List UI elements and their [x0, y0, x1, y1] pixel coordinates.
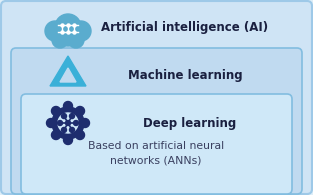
Text: Artificial intelligence (AI): Artificial intelligence (AI) — [101, 20, 269, 34]
Text: Based on artificial neural
networks (ANNs): Based on artificial neural networks (ANN… — [88, 141, 224, 165]
Circle shape — [57, 24, 79, 46]
Circle shape — [64, 136, 73, 144]
Circle shape — [58, 113, 78, 133]
Circle shape — [51, 130, 60, 139]
Circle shape — [71, 21, 91, 41]
Circle shape — [58, 121, 63, 126]
FancyBboxPatch shape — [11, 48, 302, 194]
Circle shape — [75, 106, 85, 115]
Circle shape — [64, 102, 73, 111]
FancyBboxPatch shape — [21, 94, 292, 194]
Text: Machine learning: Machine learning — [128, 69, 242, 82]
Circle shape — [61, 113, 66, 119]
Polygon shape — [50, 56, 86, 86]
Circle shape — [74, 121, 79, 126]
Circle shape — [75, 130, 85, 139]
Text: Deep learning: Deep learning — [143, 116, 237, 129]
Circle shape — [80, 119, 90, 128]
Circle shape — [65, 121, 70, 126]
Circle shape — [61, 127, 66, 132]
Polygon shape — [60, 68, 76, 82]
Circle shape — [68, 32, 84, 48]
Circle shape — [69, 113, 74, 119]
Circle shape — [51, 106, 60, 115]
Circle shape — [69, 127, 74, 132]
Circle shape — [52, 32, 68, 48]
Circle shape — [47, 119, 55, 128]
Circle shape — [55, 14, 81, 40]
Circle shape — [45, 21, 65, 41]
Circle shape — [52, 107, 84, 139]
